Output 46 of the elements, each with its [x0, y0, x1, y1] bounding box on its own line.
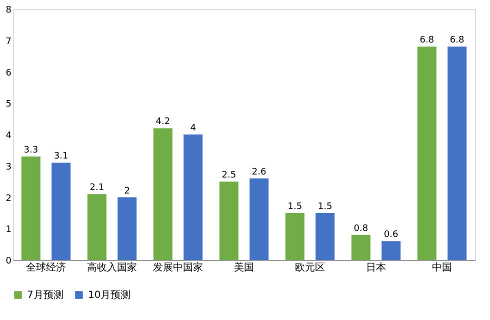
bar — [250, 178, 269, 260]
data-label: 1.5 — [318, 202, 332, 212]
y-tick-label: 4 — [6, 131, 12, 141]
bar — [87, 194, 106, 260]
data-label: 2.6 — [252, 167, 267, 178]
x-tick-label: 欧元区 — [295, 262, 325, 274]
bar — [316, 212, 335, 260]
x-tick-label: 全球经济 — [26, 262, 66, 274]
data-label: 6.8 — [420, 36, 434, 46]
x-tick-label: 高收入国家 — [87, 262, 137, 274]
y-tick-label: 0 — [6, 256, 12, 266]
bar — [184, 134, 203, 260]
bar — [417, 46, 436, 260]
data-label: 3.3 — [24, 145, 38, 156]
y-tick-label: 2 — [6, 194, 12, 204]
bar — [382, 241, 401, 260]
data-label: 2 — [124, 186, 130, 196]
y-tick-label: 6 — [6, 68, 12, 78]
data-label: 1.5 — [288, 202, 302, 212]
y-tick-label: 8 — [6, 6, 12, 16]
x-tick-label: 日本 — [366, 262, 386, 274]
x-tick-label: 美国 — [234, 262, 254, 274]
legend-label: 10月预测 — [88, 289, 131, 301]
data-label: 4.2 — [156, 117, 170, 128]
y-tick-label: 7 — [6, 36, 12, 47]
data-label: 0.8 — [354, 224, 368, 234]
data-label: 2.1 — [90, 183, 104, 194]
bar — [52, 162, 71, 260]
data-label: 4 — [190, 124, 196, 134]
y-tick-label: 1 — [6, 225, 12, 236]
data-label: 6.8 — [450, 36, 465, 46]
bar — [285, 212, 304, 260]
bar — [118, 197, 137, 260]
bar — [21, 156, 40, 260]
data-label: 0.6 — [384, 230, 399, 240]
bar — [153, 128, 172, 260]
y-tick-label: 5 — [6, 100, 12, 110]
x-tick-label: 中国 — [432, 262, 452, 274]
bar — [351, 234, 370, 260]
data-label: 3.1 — [54, 152, 68, 162]
legend-label: 7月预测 — [27, 289, 64, 301]
data-label: 2.5 — [222, 170, 236, 181]
bar — [448, 46, 467, 260]
x-tick-label: 发展中国家 — [153, 262, 203, 274]
bar — [219, 182, 238, 260]
y-tick-label: 3 — [6, 162, 12, 172]
